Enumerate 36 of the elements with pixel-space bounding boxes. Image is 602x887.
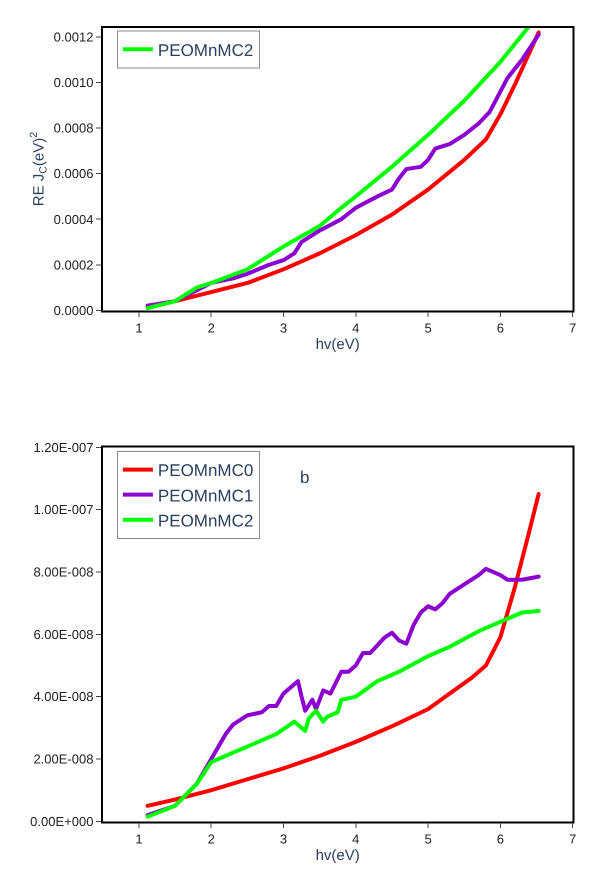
legend-label: PEOMnMC2 (158, 511, 254, 530)
x-tick-label: 2 (208, 832, 215, 847)
y-tick-label: 1.20E-007 (33, 440, 94, 455)
y-tick-label: 0.0010 (54, 75, 94, 90)
y-tick-label: 0.0000 (54, 302, 94, 318)
x-tick-label: 1 (135, 320, 143, 336)
x-tick-label: 3 (280, 320, 288, 336)
y-tick-label: 0.00E+000 (30, 814, 94, 829)
y-tick-label: 0.0008 (54, 120, 94, 136)
legend-label: PEOMnMC1 (158, 486, 254, 506)
x-tick-label: 7 (568, 832, 576, 847)
x-tick-label: 6 (496, 832, 504, 847)
y-tick-label: 8.00E-008 (33, 564, 94, 580)
y-tick-label: 0.0002 (54, 257, 94, 272)
x-tick-label: 4 (352, 320, 360, 336)
x-tick-label: 2 (208, 320, 215, 336)
x-tick-label: 3 (280, 832, 288, 847)
legend-label: PEOMnMC0 (158, 461, 254, 480)
line-series (146, 608, 541, 819)
y-tick-label: 0.0006 (54, 166, 94, 182)
legend-label: PEOMnMC2 (158, 40, 254, 60)
y-tick-label: 1.00E-007 (33, 502, 94, 518)
y-tick-label: 0.0012 (54, 30, 94, 44)
x-axis-title: hv(eV) (316, 847, 360, 864)
x-tick-label: 5 (424, 832, 432, 847)
annotation: b (300, 468, 310, 487)
x-tick-label: 6 (496, 320, 504, 336)
y-tick-label: 0.0004 (54, 212, 94, 227)
y-tick-label: 4.00E-008 (33, 689, 94, 704)
x-tick-label: 5 (424, 320, 432, 336)
x-tick-label: 7 (568, 320, 576, 336)
x-tick-label: 1 (135, 832, 143, 847)
x-tick-label: 4 (352, 832, 360, 847)
y-tick-label: 2.00E-008 (33, 752, 94, 767)
x-axis-title: hv(eV) (316, 336, 360, 354)
y-tick-label: 6.00E-008 (33, 626, 94, 642)
